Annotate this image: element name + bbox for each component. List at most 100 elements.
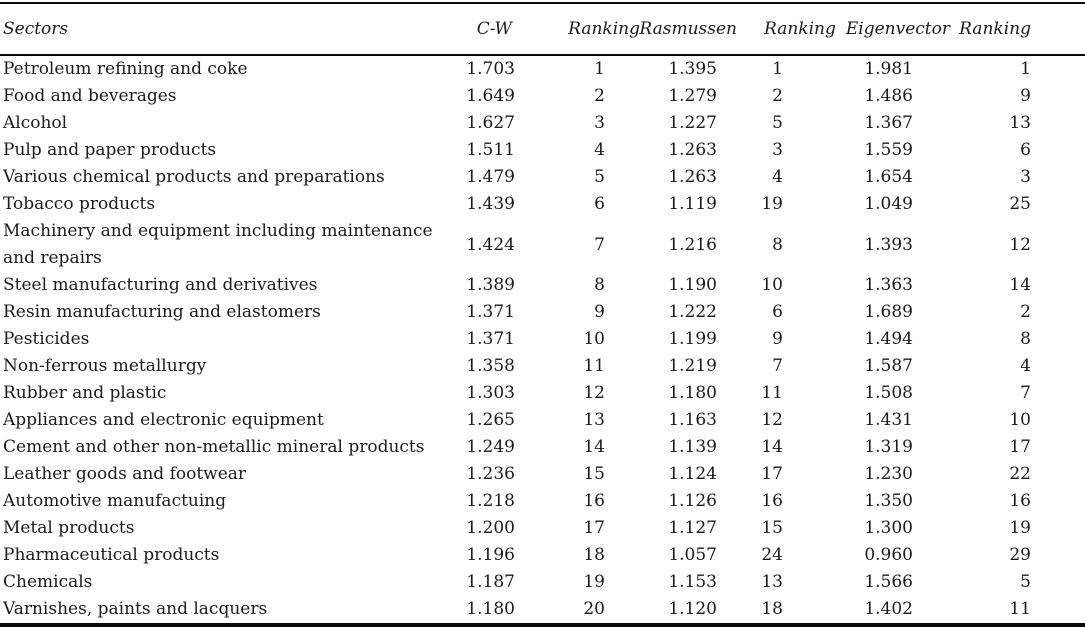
cell-cw-ranking: 18 [583, 545, 605, 565]
cell-sector: Resin manufacturing and elastomers [3, 302, 321, 322]
cell-eigenvector-ranking: 19 [1009, 518, 1031, 538]
cell-eigenvector-value: 1.230 [864, 464, 913, 484]
table-row: Automotive manufactuing 1.218 16 1.126 1… [0, 488, 1085, 515]
cell-eigenvector-ranking: 1 [1020, 59, 1031, 79]
cell-rasmussen-value: 1.057 [668, 545, 717, 565]
table-row: Machinery and equipment including mainte… [0, 218, 1085, 272]
cell-eigenvector-ranking: 13 [1009, 113, 1031, 133]
cell-cw-ranking: 9 [594, 302, 605, 322]
cell-eigenvector-value: 1.494 [864, 329, 913, 349]
cell-cw-ranking: 8 [594, 275, 605, 295]
cell-cw-value: 1.180 [466, 599, 515, 619]
cell-rasmussen-ranking: 19 [761, 194, 783, 214]
cell-rasmussen-value: 1.199 [668, 329, 717, 349]
cell-cw-value: 1.218 [466, 491, 515, 511]
cell-cw-ranking: 14 [583, 437, 605, 457]
cell-sector: Tobacco products [3, 194, 156, 214]
cell-rasmussen-ranking: 2 [772, 86, 783, 106]
cell-eigenvector-value: 1.587 [864, 356, 913, 376]
table-header: Sectors C-W Ranking Rasmussen Ranking Ei… [0, 3, 1085, 56]
table-header-row: Sectors C-W Ranking Rasmussen Ranking Ei… [0, 3, 1085, 56]
table-row: Cement and other non-metallic mineral pr… [0, 434, 1085, 461]
cell-eigenvector-value: 1.402 [864, 599, 913, 619]
cell-sector: Various chemical products and preparatio… [3, 167, 385, 187]
cell-rasmussen-value: 1.190 [668, 275, 717, 295]
table-row: Pesticides 1.371 10 1.199 9 1.494 8 [0, 326, 1085, 353]
cell-rasmussen-value: 1.163 [668, 410, 717, 430]
column-header-sectors: Sectors [0, 3, 443, 56]
cell-cw-value: 1.439 [466, 194, 515, 214]
cell-eigenvector-ranking: 2 [1020, 302, 1031, 322]
cell-rasmussen-value: 1.127 [668, 518, 717, 538]
cell-eigenvector-ranking: 25 [1009, 194, 1031, 214]
cell-sector: Metal products [3, 518, 135, 538]
table-row: Tobacco products 1.439 6 1.119 19 1.049 … [0, 191, 1085, 218]
cell-cw-value: 1.703 [466, 59, 515, 79]
cell-rasmussen-ranking: 7 [772, 356, 783, 376]
cell-cw-ranking: 3 [594, 113, 605, 133]
cell-rasmussen-value: 1.395 [668, 59, 717, 79]
table-row: Pharmaceutical products 1.196 18 1.057 2… [0, 542, 1085, 569]
cell-sector: Alcohol [3, 113, 68, 133]
cell-eigenvector-value: 1.393 [864, 234, 913, 255]
cell-eigenvector-value: 1.431 [864, 410, 913, 430]
cell-eigenvector-value: 1.566 [864, 572, 913, 592]
table-body: Petroleum refining and coke 1.703 1 1.39… [0, 55, 1085, 626]
cell-cw-value: 1.249 [466, 437, 515, 457]
cell-eigenvector-value: 1.486 [864, 86, 913, 106]
cell-rasmussen-value: 1.219 [668, 356, 717, 376]
cell-sector: Non-ferrous metallurgy [3, 356, 207, 376]
cell-cw-ranking: 12 [583, 383, 605, 403]
cell-rasmussen-value: 1.120 [668, 599, 717, 619]
cell-sector: Pulp and paper products [3, 140, 217, 160]
cell-rasmussen-value: 1.139 [668, 437, 717, 457]
cell-rasmussen-ranking: 6 [772, 302, 783, 322]
table-row: Varnishes, paints and lacquers 1.180 20 … [0, 596, 1085, 626]
column-header-eigenvector-label: Eigenvector [845, 19, 950, 39]
cell-rasmussen-ranking: 24 [761, 545, 783, 565]
cell-eigenvector-ranking: 14 [1009, 275, 1031, 295]
cell-rasmussen-ranking: 11 [761, 383, 783, 403]
cell-eigenvector-value: 1.559 [864, 140, 913, 160]
cell-eigenvector-ranking: 7 [1020, 383, 1031, 403]
cell-eigenvector-ranking: 22 [1009, 464, 1031, 484]
table-row: Alcohol 1.627 3 1.227 5 1.367 13 [0, 110, 1085, 137]
table-row: Rubber and plastic 1.303 12 1.180 11 1.5… [0, 380, 1085, 407]
cell-eigenvector-value: 1.981 [864, 59, 913, 79]
cell-rasmussen-ranking: 17 [761, 464, 783, 484]
cell-eigenvector-ranking: 29 [1009, 545, 1031, 565]
table-row: Resin manufacturing and elastomers 1.371… [0, 299, 1085, 326]
cell-cw-ranking: 4 [594, 140, 605, 160]
cell-rasmussen-value: 1.227 [668, 113, 717, 133]
cell-eigenvector-ranking: 16 [1009, 491, 1031, 511]
cell-eigenvector-value: 0.960 [864, 545, 913, 565]
cell-rasmussen-value: 1.180 [668, 383, 717, 403]
cell-cw-ranking: 2 [594, 86, 605, 106]
cell-sector: Cement and other non-metallic mineral pr… [3, 437, 425, 457]
cell-eigenvector-ranking: 4 [1020, 356, 1031, 376]
table-row: Leather goods and footwear 1.236 15 1.12… [0, 461, 1085, 488]
cell-eigenvector-value: 1.350 [864, 491, 913, 511]
cell-sector: Pesticides [3, 329, 90, 349]
cell-sector: Chemicals [3, 572, 93, 592]
cell-cw-ranking: 1 [594, 59, 605, 79]
cell-sector: Machinery and equipment including mainte… [3, 221, 433, 268]
cell-eigenvector-ranking: 12 [1009, 234, 1031, 255]
cell-eigenvector-ranking: 8 [1020, 329, 1031, 349]
cell-rasmussen-value: 1.124 [668, 464, 717, 484]
cell-eigenvector-value: 1.049 [864, 194, 913, 214]
cell-eigenvector-value: 1.319 [864, 437, 913, 457]
cell-rasmussen-ranking: 8 [772, 234, 783, 255]
cell-rasmussen-ranking: 5 [772, 113, 783, 133]
cell-cw-ranking: 15 [583, 464, 605, 484]
cell-cw-value: 1.200 [466, 518, 515, 538]
table-row: Petroleum refining and coke 1.703 1 1.39… [0, 55, 1085, 83]
cell-cw-ranking: 16 [583, 491, 605, 511]
cell-rasmussen-value: 1.263 [668, 140, 717, 160]
column-header-eigenvector-ranking-label: Ranking [959, 19, 1031, 39]
cell-rasmussen-ranking: 13 [761, 572, 783, 592]
column-header-cw-label: C-W [476, 19, 512, 39]
column-header-eigenvector: Eigenvector [783, 3, 950, 56]
cell-cw-value: 1.389 [466, 275, 515, 295]
cell-rasmussen-value: 1.263 [668, 167, 717, 187]
